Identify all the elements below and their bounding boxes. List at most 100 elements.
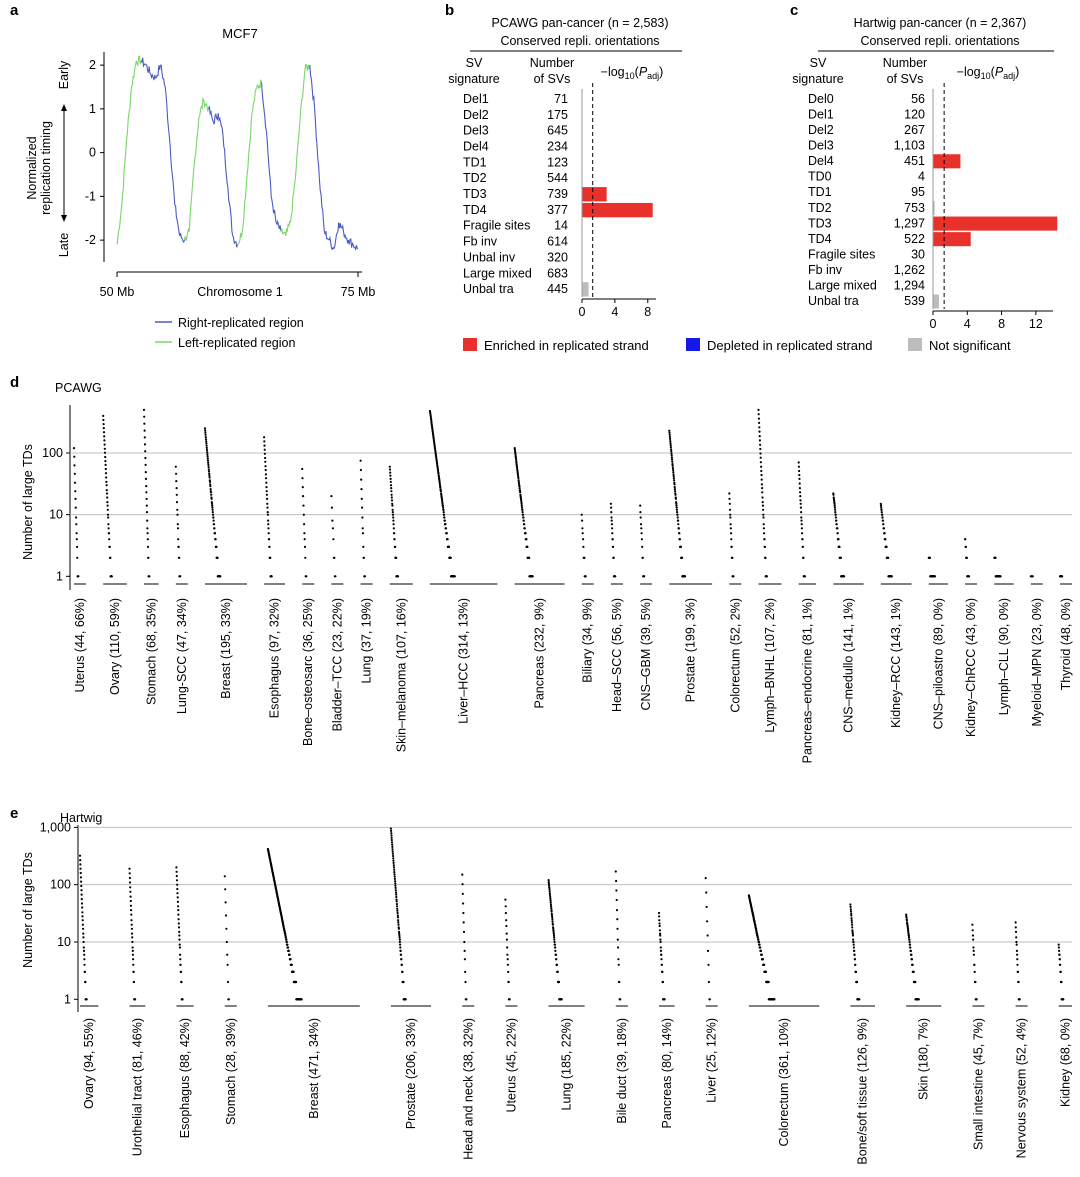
data-point bbox=[761, 504, 765, 507]
data-point bbox=[854, 970, 858, 974]
sv-signature-label: Del4 bbox=[808, 154, 834, 168]
data-point bbox=[728, 502, 731, 505]
sv-count-label: 614 bbox=[547, 235, 568, 249]
panel-a-trace-segment bbox=[174, 204, 181, 236]
data-point bbox=[520, 499, 523, 502]
data-point bbox=[551, 918, 554, 921]
cohort-group-label: Colorectum (52, 2%) bbox=[728, 598, 742, 713]
data-point bbox=[755, 932, 759, 935]
data-point bbox=[398, 936, 401, 939]
data-point bbox=[803, 575, 807, 578]
data-point bbox=[517, 482, 521, 485]
panel-b-col2-h2: of SVs bbox=[534, 72, 571, 86]
data-point bbox=[106, 501, 109, 504]
panel-a-trace-segment bbox=[212, 113, 219, 125]
data-point bbox=[442, 513, 446, 516]
data-point bbox=[760, 469, 763, 473]
data-point bbox=[905, 916, 908, 919]
panel-d-chart: 1 10 100 Uterus (44, 66%) Ovary (110, 59%) St… bbox=[42, 408, 1073, 763]
data-point bbox=[838, 545, 841, 549]
data-point bbox=[759, 461, 763, 464]
data-point bbox=[390, 829, 393, 833]
data-point bbox=[554, 953, 558, 956]
data-point bbox=[1060, 980, 1063, 984]
data-point bbox=[106, 508, 109, 511]
panel-d: d PCAWG Number of large TDs 1 10 100 Uterus… bbox=[10, 374, 1073, 763]
sv-count-label: 1,297 bbox=[894, 216, 925, 230]
data-point bbox=[264, 473, 267, 476]
data-point bbox=[552, 932, 555, 935]
data-point bbox=[268, 538, 271, 541]
data-point bbox=[331, 527, 334, 530]
data-point bbox=[270, 575, 273, 578]
data-point bbox=[102, 423, 105, 426]
cohort-group-label: Breast (471, 34%) bbox=[307, 1018, 321, 1119]
data-point bbox=[175, 501, 179, 504]
data-point bbox=[669, 440, 672, 443]
data-point bbox=[798, 469, 801, 473]
data-point bbox=[761, 496, 764, 499]
data-point bbox=[81, 919, 84, 922]
sv-count-label: 739 bbox=[547, 187, 568, 201]
data-point bbox=[392, 519, 395, 522]
data-point bbox=[524, 532, 527, 535]
sv-signature-label: TD1 bbox=[808, 185, 832, 199]
data-point bbox=[208, 472, 211, 475]
sv-count-label: 4 bbox=[918, 170, 925, 184]
data-point bbox=[331, 519, 334, 522]
cohort-group-label: Breast (195, 33%) bbox=[219, 598, 233, 699]
significance-legend: Enriched in replicated strand Depleted i… bbox=[463, 338, 1011, 353]
data-point bbox=[134, 998, 137, 1001]
panel-a-trace-segment bbox=[160, 64, 166, 88]
bar-xtick-label: 8 bbox=[644, 305, 651, 319]
panel-a-trace-segment bbox=[347, 237, 354, 248]
cohort-group-label: CNS–medullo (141, 1%) bbox=[842, 598, 856, 733]
data-point bbox=[103, 447, 106, 450]
data-point bbox=[131, 946, 134, 949]
data-point bbox=[394, 889, 397, 892]
data-point bbox=[836, 532, 839, 535]
cohort-group-label: Ovary (110, 59%) bbox=[108, 598, 122, 695]
data-point bbox=[390, 832, 393, 835]
data-point bbox=[391, 845, 394, 849]
data-point bbox=[516, 471, 519, 474]
data-point bbox=[73, 455, 76, 458]
data-point bbox=[463, 949, 466, 953]
data-point bbox=[445, 532, 448, 535]
data-point bbox=[707, 963, 710, 966]
data-point bbox=[581, 532, 584, 535]
sv-count-label: 123 bbox=[547, 155, 568, 169]
data-point bbox=[833, 499, 836, 502]
data-point bbox=[879, 504, 883, 507]
data-point bbox=[880, 510, 883, 514]
data-point bbox=[225, 927, 228, 930]
panel-label-a: a bbox=[10, 2, 19, 19]
panel-a-trace-segment bbox=[193, 117, 200, 166]
data-point bbox=[681, 556, 684, 559]
data-point bbox=[851, 932, 854, 935]
data-point bbox=[523, 527, 526, 530]
data-point bbox=[175, 866, 178, 869]
data-point bbox=[75, 532, 78, 535]
data-point bbox=[762, 527, 766, 530]
data-point bbox=[176, 527, 180, 530]
data-point bbox=[1015, 949, 1019, 953]
data-point bbox=[176, 883, 179, 886]
data-point bbox=[436, 462, 439, 465]
data-point bbox=[107, 527, 110, 530]
sv-signature-label: Del1 bbox=[808, 107, 834, 121]
panel-a-trace-segment bbox=[309, 65, 316, 109]
data-point bbox=[79, 871, 82, 875]
data-point bbox=[1058, 958, 1061, 961]
panel-a-trace-segment bbox=[208, 106, 214, 123]
data-point bbox=[669, 446, 673, 449]
data-point bbox=[107, 516, 110, 519]
data-point bbox=[83, 970, 86, 974]
data-point bbox=[395, 898, 398, 901]
panel-a-title: MCF7 bbox=[222, 26, 257, 41]
data-point bbox=[147, 556, 150, 559]
data-point bbox=[670, 448, 673, 451]
data-point bbox=[580, 513, 583, 516]
data-point bbox=[433, 442, 436, 445]
data-point bbox=[399, 943, 402, 946]
